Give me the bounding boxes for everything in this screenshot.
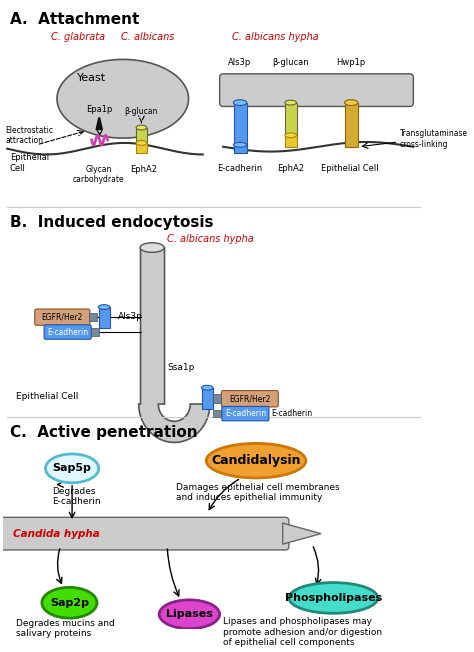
- Text: β-glucan: β-glucan: [273, 58, 309, 67]
- FancyBboxPatch shape: [285, 135, 297, 147]
- Ellipse shape: [57, 59, 189, 138]
- Text: Lipases and phospholipases may
promote adhesion and/or digestion
of epithelial c: Lipases and phospholipases may promote a…: [223, 617, 383, 647]
- Ellipse shape: [285, 133, 297, 138]
- Text: A.  Attachment: A. Attachment: [10, 12, 139, 27]
- Ellipse shape: [233, 100, 247, 106]
- Text: C. albicans: C. albicans: [121, 31, 174, 42]
- Ellipse shape: [98, 304, 110, 310]
- Text: Candidalysin: Candidalysin: [211, 454, 301, 467]
- FancyBboxPatch shape: [234, 102, 247, 151]
- Polygon shape: [283, 523, 321, 544]
- Text: Candida hypha: Candida hypha: [13, 529, 100, 539]
- Ellipse shape: [42, 587, 97, 618]
- Text: Damages epithelial cell membranes
and induces epithelial immunity: Damages epithelial cell membranes and in…: [176, 482, 340, 502]
- Text: C. albicans hypha: C. albicans hypha: [232, 31, 319, 42]
- FancyBboxPatch shape: [44, 325, 91, 339]
- FancyBboxPatch shape: [99, 307, 110, 328]
- FancyBboxPatch shape: [136, 143, 147, 153]
- FancyBboxPatch shape: [213, 394, 221, 403]
- FancyBboxPatch shape: [234, 145, 247, 153]
- Text: Yeast: Yeast: [77, 72, 106, 83]
- FancyBboxPatch shape: [222, 406, 269, 421]
- FancyBboxPatch shape: [202, 388, 213, 409]
- Text: EGFR/Her2: EGFR/Her2: [42, 313, 83, 321]
- Text: E-cadherin: E-cadherin: [218, 164, 263, 173]
- Ellipse shape: [233, 142, 247, 147]
- Text: Ssa1p: Ssa1p: [167, 363, 194, 372]
- Ellipse shape: [206, 443, 306, 478]
- Text: Glycan
carbohydrate: Glycan carbohydrate: [73, 165, 125, 185]
- Text: Als3p: Als3p: [228, 58, 252, 67]
- Ellipse shape: [140, 243, 164, 252]
- Text: C. glabrata: C. glabrata: [51, 31, 105, 42]
- Ellipse shape: [285, 100, 297, 105]
- Text: Phospholipases: Phospholipases: [285, 593, 382, 603]
- Text: C. albicans hypha: C. albicans hypha: [167, 234, 254, 244]
- Text: Degrades mucins and
salivary proteins: Degrades mucins and salivary proteins: [16, 619, 115, 638]
- FancyBboxPatch shape: [0, 517, 289, 550]
- FancyBboxPatch shape: [285, 102, 297, 139]
- FancyBboxPatch shape: [219, 74, 413, 106]
- Text: Lipases: Lipases: [166, 609, 213, 619]
- Text: E-cadherin: E-cadherin: [271, 409, 312, 418]
- Text: E-cadherin: E-cadherin: [225, 409, 266, 418]
- Text: Epithelial Cell: Epithelial Cell: [16, 392, 79, 400]
- Text: Sap2p: Sap2p: [50, 598, 89, 608]
- Polygon shape: [139, 248, 210, 443]
- Text: Als3p: Als3p: [118, 312, 143, 321]
- Text: EphA2: EphA2: [130, 165, 157, 174]
- FancyBboxPatch shape: [345, 102, 358, 147]
- FancyBboxPatch shape: [35, 309, 90, 325]
- FancyBboxPatch shape: [91, 328, 99, 336]
- Text: Transglutaminase
cross-linking: Transglutaminase cross-linking: [400, 130, 468, 149]
- Text: E-cadherin: E-cadherin: [47, 327, 88, 336]
- Ellipse shape: [289, 583, 378, 614]
- FancyBboxPatch shape: [89, 313, 97, 321]
- Text: Sap5p: Sap5p: [53, 464, 91, 473]
- Ellipse shape: [159, 600, 219, 629]
- Ellipse shape: [201, 385, 213, 390]
- Ellipse shape: [345, 100, 358, 106]
- FancyBboxPatch shape: [221, 391, 278, 407]
- Ellipse shape: [136, 125, 147, 130]
- Text: Hwp1p: Hwp1p: [337, 58, 366, 67]
- FancyBboxPatch shape: [213, 410, 221, 417]
- Text: β-glucan: β-glucan: [125, 107, 158, 116]
- Text: Electrostatic
attraction: Electrostatic attraction: [5, 126, 54, 145]
- Text: Degrades
E-cadherin: Degrades E-cadherin: [52, 486, 100, 506]
- Text: Epithelial
Cell: Epithelial Cell: [10, 153, 49, 173]
- Ellipse shape: [136, 141, 147, 145]
- Ellipse shape: [46, 454, 99, 482]
- Text: EphA2: EphA2: [277, 164, 304, 173]
- Text: Epithelial Cell: Epithelial Cell: [320, 164, 378, 173]
- Text: B.  Induced endocytosis: B. Induced endocytosis: [10, 215, 213, 230]
- Text: C.  Active penetration: C. Active penetration: [10, 425, 198, 440]
- Text: Epa1p: Epa1p: [86, 105, 113, 114]
- FancyBboxPatch shape: [136, 128, 147, 147]
- Text: EGFR/Her2: EGFR/Her2: [229, 394, 271, 403]
- Polygon shape: [96, 118, 102, 130]
